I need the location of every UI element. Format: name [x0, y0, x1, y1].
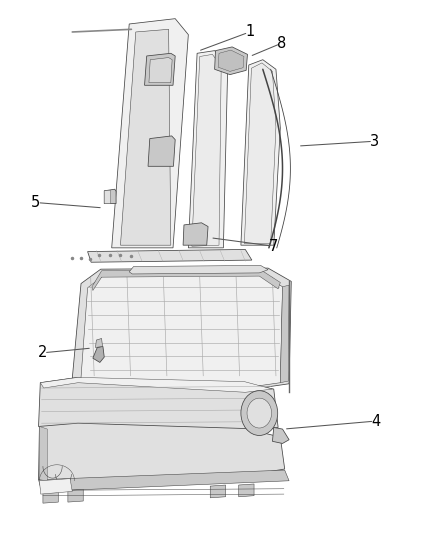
Polygon shape: [68, 489, 83, 502]
Text: 1: 1: [245, 25, 254, 39]
Polygon shape: [92, 270, 280, 290]
Text: 5: 5: [31, 195, 41, 210]
Polygon shape: [104, 190, 110, 204]
Polygon shape: [145, 53, 175, 85]
Polygon shape: [210, 485, 226, 498]
Text: 7: 7: [269, 239, 279, 254]
Polygon shape: [104, 189, 116, 204]
Polygon shape: [183, 223, 208, 245]
Circle shape: [247, 398, 272, 428]
Polygon shape: [81, 274, 283, 388]
Polygon shape: [241, 60, 280, 245]
Polygon shape: [218, 50, 244, 71]
Polygon shape: [39, 426, 47, 481]
Polygon shape: [272, 427, 289, 443]
Polygon shape: [149, 58, 172, 83]
Polygon shape: [43, 490, 58, 503]
Polygon shape: [39, 377, 278, 432]
Polygon shape: [39, 423, 285, 481]
Text: 8: 8: [277, 36, 286, 51]
Circle shape: [241, 391, 278, 435]
Polygon shape: [120, 29, 171, 245]
Text: 4: 4: [371, 414, 381, 429]
Text: 2: 2: [38, 345, 47, 360]
Polygon shape: [72, 268, 291, 390]
Polygon shape: [93, 346, 104, 362]
Text: 3: 3: [370, 134, 379, 149]
Polygon shape: [192, 54, 221, 246]
Polygon shape: [112, 19, 188, 248]
Polygon shape: [39, 479, 72, 494]
Polygon shape: [239, 484, 254, 497]
Polygon shape: [280, 285, 289, 383]
Polygon shape: [40, 377, 272, 392]
Polygon shape: [215, 47, 247, 75]
Polygon shape: [148, 136, 175, 166]
Polygon shape: [188, 51, 228, 248]
Polygon shape: [39, 470, 289, 491]
Polygon shape: [95, 338, 102, 348]
Polygon shape: [129, 265, 268, 274]
Polygon shape: [244, 63, 276, 244]
Polygon shape: [88, 249, 252, 262]
